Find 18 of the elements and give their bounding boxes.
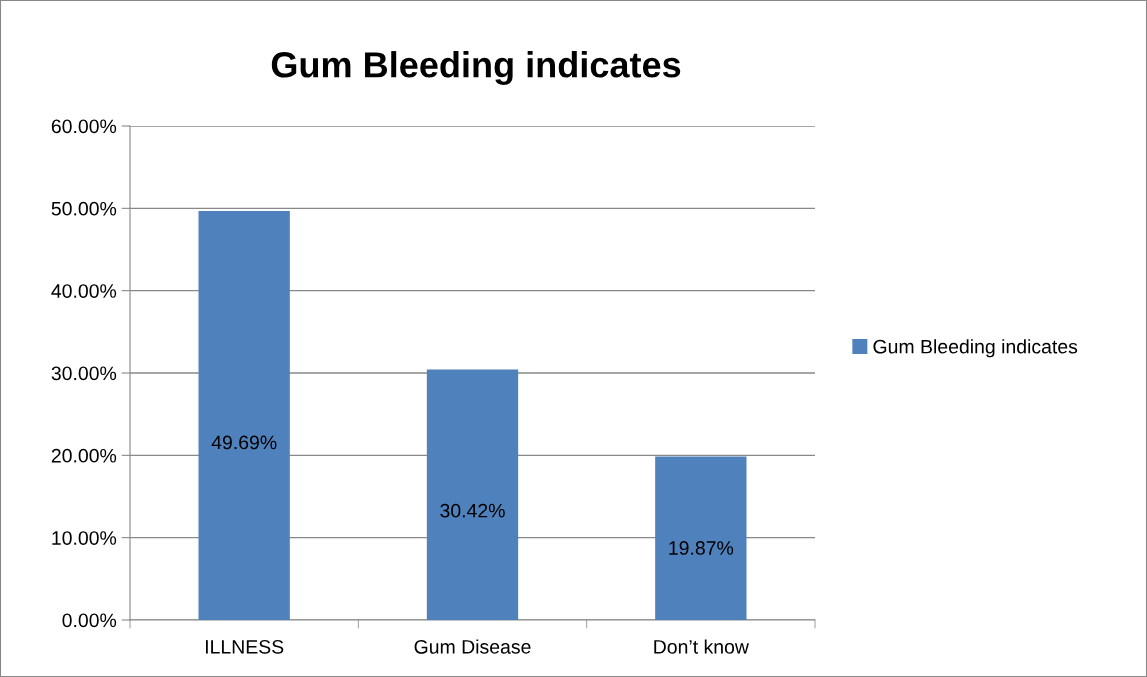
- data-label: 30.42%: [440, 503, 505, 518]
- x-tick-label: Gum Disease: [414, 639, 531, 654]
- data-label: 19.87%: [669, 541, 734, 555]
- y-tick-label: 40.00%: [51, 284, 117, 298]
- x-tick-label: Don’t know: [654, 639, 749, 654]
- y-tick-label: 20.00%: [51, 448, 117, 463]
- x-tick-label: ILLNESS: [205, 639, 284, 654]
- bar: [198, 210, 290, 620]
- y-tick-label: 0.00%: [62, 613, 117, 628]
- y-tick-label: 10.00%: [52, 531, 117, 545]
- y-tick-label: 50.00%: [51, 201, 117, 216]
- bar: [655, 456, 747, 620]
- bar: [426, 369, 519, 620]
- y-tick-label: 30.00%: [51, 366, 117, 381]
- chart-title: Gum Bleeding indicates: [271, 51, 681, 85]
- y-tick-label: 60.00%: [51, 119, 117, 134]
- data-label: 49.69%: [211, 435, 277, 450]
- legend-label: Gum Bleeding indicates: [873, 339, 1078, 358]
